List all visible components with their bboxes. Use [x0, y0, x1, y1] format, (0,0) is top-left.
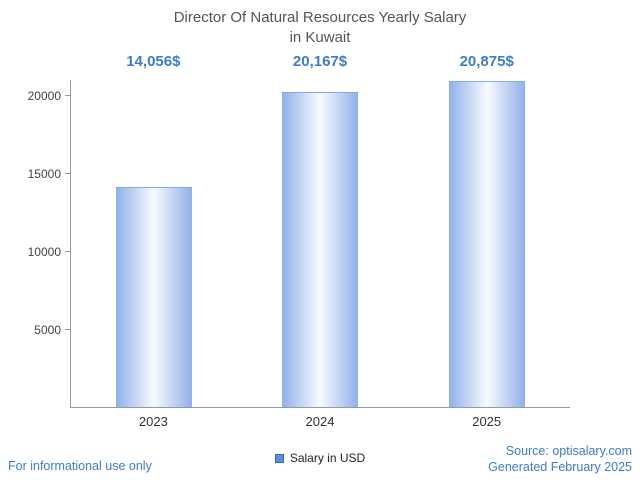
x-label-2025: 2025 — [472, 414, 502, 429]
plot-area — [70, 80, 570, 408]
generated-date: Generated February 2025 — [488, 460, 632, 474]
y-tick-label: 20000 — [27, 88, 61, 103]
value-labels-row: 14,056$ 20,167$ 20,875$ — [70, 53, 570, 70]
y-tick-mark — [65, 329, 70, 331]
value-label-2024: 20,167$ — [292, 53, 348, 70]
y-tick-label: 15000 — [27, 166, 61, 181]
chart-title-line1: Director Of Natural Resources Yearly Sal… — [173, 9, 467, 26]
chart-title: Director Of Natural Resources Yearly Sal… — [0, 0, 640, 47]
y-tick-mark — [65, 95, 70, 97]
legend-swatch-icon — [274, 453, 284, 463]
y-axis: 5000 10000 15000 20000 — [0, 80, 70, 408]
y-tick-mark — [65, 251, 70, 253]
x-label-2023: 2023 — [138, 414, 168, 429]
disclaimer-text: For informational use only — [8, 459, 152, 473]
x-label-2024: 2024 — [305, 414, 335, 429]
bar-slot-2025 — [404, 80, 570, 407]
bar-slot-2024 — [237, 80, 403, 407]
y-tick-10000: 10000 — [28, 245, 70, 259]
y-tick-label: 10000 — [27, 244, 61, 259]
value-label-2025: 20,875$ — [459, 53, 514, 70]
source-link[interactable]: Source: optisalary.com — [505, 444, 632, 458]
y-tick-15000: 15000 — [28, 167, 70, 181]
legend: Salary in USD — [0, 451, 640, 465]
bar-slot-2023 — [71, 80, 237, 407]
bar-2024[interactable] — [282, 92, 359, 407]
y-tick-20000: 20000 — [28, 89, 70, 103]
bar-2025[interactable] — [448, 81, 525, 407]
y-tick-label: 5000 — [34, 322, 61, 337]
footer-attribution: Source: optisalary.com Generated Februar… — [488, 443, 632, 475]
y-tick-mark — [65, 173, 70, 175]
value-label-2023: 14,056$ — [126, 53, 181, 70]
x-axis-labels: 2023 2024 2025 — [70, 414, 570, 429]
legend-label: Salary in USD — [289, 451, 366, 465]
y-tick-5000: 5000 — [34, 323, 70, 337]
chart-title-line2: in Kuwait — [289, 28, 351, 46]
bar-2023[interactable] — [116, 187, 193, 407]
